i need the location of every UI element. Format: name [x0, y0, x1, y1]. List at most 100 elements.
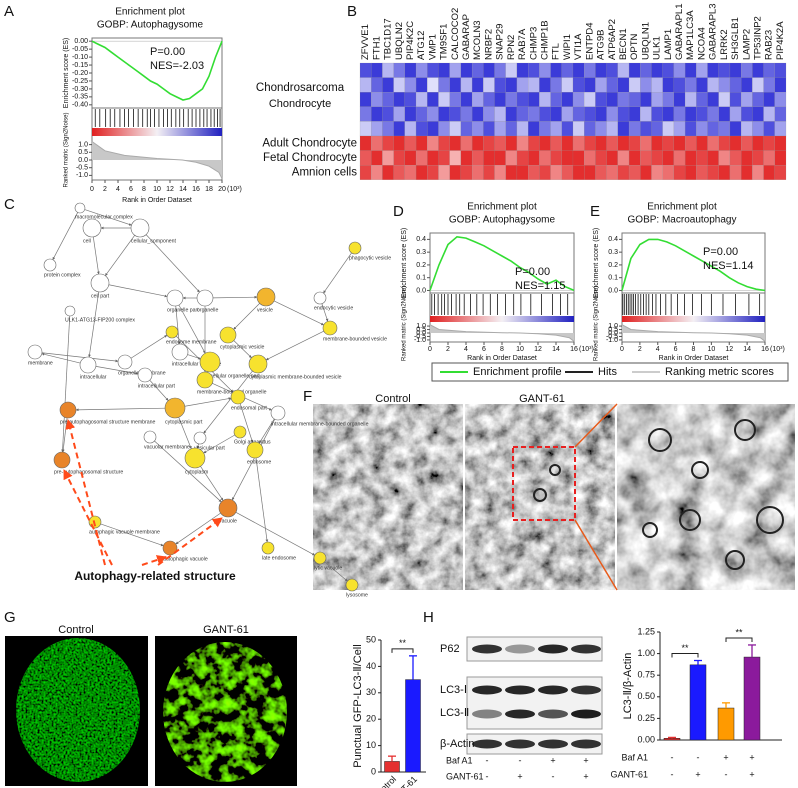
- heatmap-cell: [707, 121, 719, 137]
- heatmap-cell: [774, 121, 787, 137]
- heatmap-cell: [371, 77, 383, 93]
- heatmap-cell: [404, 92, 417, 107]
- heatmap-cell: [718, 77, 731, 93]
- heatmap-cell: [449, 150, 462, 166]
- node-label: lysosome: [346, 592, 368, 598]
- blot-label: P62: [440, 643, 460, 655]
- network-node: [130, 218, 150, 238]
- heatmap-cell: [505, 92, 518, 107]
- treatment-sign: +: [749, 752, 754, 762]
- y-tick-label: -0.40: [72, 102, 88, 109]
- heatmap-cell: [640, 62, 652, 78]
- heatmap-cell: [707, 62, 719, 78]
- blot-band: [571, 739, 601, 749]
- heatmap-cell: [572, 150, 585, 166]
- row-label: Amnion cells: [292, 167, 357, 179]
- heatmap-cell: [505, 77, 518, 93]
- heatmap-cell: [628, 106, 641, 122]
- node-label: intracellular organelle part: [200, 373, 260, 379]
- heatmap-cell: [415, 121, 428, 137]
- heatmap-cell: [572, 165, 585, 180]
- panel-label: B: [347, 3, 357, 20]
- heatmap-cell: [449, 106, 462, 122]
- heatmap-cell: [696, 62, 708, 78]
- metric-tick-label: 0.0: [416, 330, 426, 337]
- network-edge: [178, 304, 206, 354]
- network-node: [165, 325, 179, 339]
- node-label: ULK1-ATG13-FIP200 complex: [65, 317, 135, 323]
- node-label: autophagic vacuole membrane: [89, 529, 160, 535]
- heatmap-cell: [584, 62, 596, 78]
- heatmap-cell: [752, 106, 764, 122]
- heatmap-cell: [606, 121, 618, 137]
- x-tick-label: 4: [656, 346, 660, 353]
- node-label: late endosome: [262, 555, 296, 561]
- gene-label: TP53INP2: [752, 16, 763, 60]
- network-edge: [84, 209, 132, 226]
- zoom-line: [574, 403, 618, 448]
- heatmap-cell: [572, 135, 585, 151]
- gene-label: CALCOCO2: [450, 8, 461, 60]
- treatment-sign: -: [725, 769, 728, 779]
- heatmap-cell: [651, 92, 663, 107]
- heatmap-cell: [438, 92, 450, 107]
- y-tick-label: 10: [366, 740, 376, 750]
- node-label: pre-autophagosomal structure membrane: [60, 419, 156, 425]
- x-tick-label: 14: [743, 346, 751, 353]
- gene-label: GABARAPL3: [708, 4, 719, 61]
- heatmap-cell: [651, 62, 663, 78]
- gene-label: ATP6AP2: [607, 19, 618, 60]
- network-node: [313, 291, 327, 305]
- network-node: [199, 351, 221, 373]
- heatmap-cell: [516, 165, 529, 180]
- network-edge: [175, 512, 221, 545]
- metric-tick-label: 0.0: [608, 330, 618, 337]
- network-edge: [95, 366, 139, 375]
- heatmap-cell: [640, 106, 652, 122]
- treatment-label: Baf A1: [446, 755, 473, 765]
- heatmap-cell: [741, 106, 753, 122]
- network-edge: [231, 419, 276, 501]
- heatmap-cell: [516, 77, 529, 93]
- heatmap-cell: [606, 62, 618, 78]
- heatmap-cell: [460, 77, 473, 93]
- heatmap-cell: [774, 92, 787, 107]
- y-tick-label: 0.3: [416, 249, 426, 256]
- x-tick-label: 6: [129, 186, 133, 193]
- y-tick-label: 0.4: [608, 236, 618, 243]
- heatmap-cell: [584, 106, 596, 122]
- heatmap-cell: [628, 150, 641, 166]
- heatmap-cell: [359, 150, 372, 166]
- heatmap-cell: [696, 106, 708, 122]
- heatmap-cell: [673, 77, 686, 93]
- gene-label: UBQLN2: [394, 22, 405, 60]
- heatmap-cell: [729, 62, 742, 78]
- heatmap-cell: [617, 150, 630, 166]
- x-tick-label: 18: [205, 186, 213, 193]
- heatmap-cell: [640, 150, 652, 166]
- heatmap-cell: [584, 92, 596, 107]
- heatmap-cell: [393, 106, 405, 122]
- heatmap-cell: [707, 77, 719, 93]
- network-node: [348, 241, 362, 255]
- y-tick-label: 30: [366, 687, 376, 697]
- rank-band: [92, 128, 222, 136]
- enrichment-curve: [429, 235, 575, 292]
- significance: **: [681, 643, 689, 653]
- heatmap-cell: [393, 135, 405, 151]
- x-axis-label: Rank in Order Dataset: [122, 197, 192, 204]
- blot-band: [571, 644, 601, 654]
- plot-title: Enrichment plot: [467, 202, 537, 213]
- blot-band: [472, 709, 502, 719]
- heatmap-cell: [561, 106, 574, 122]
- axis-label: Enrichment score (ES): [593, 228, 600, 298]
- heatmap-cell: [718, 62, 731, 78]
- treatment-sign: -: [519, 755, 522, 765]
- legend-box: [431, 362, 789, 382]
- row-group-label: Chondrocyte: [269, 98, 331, 110]
- heatmap-cell: [382, 92, 394, 107]
- treatment-sign: -: [552, 771, 555, 781]
- heatmap-cell: [696, 77, 708, 93]
- heatmap-cell: [729, 92, 742, 107]
- heatmap-cell: [483, 135, 495, 151]
